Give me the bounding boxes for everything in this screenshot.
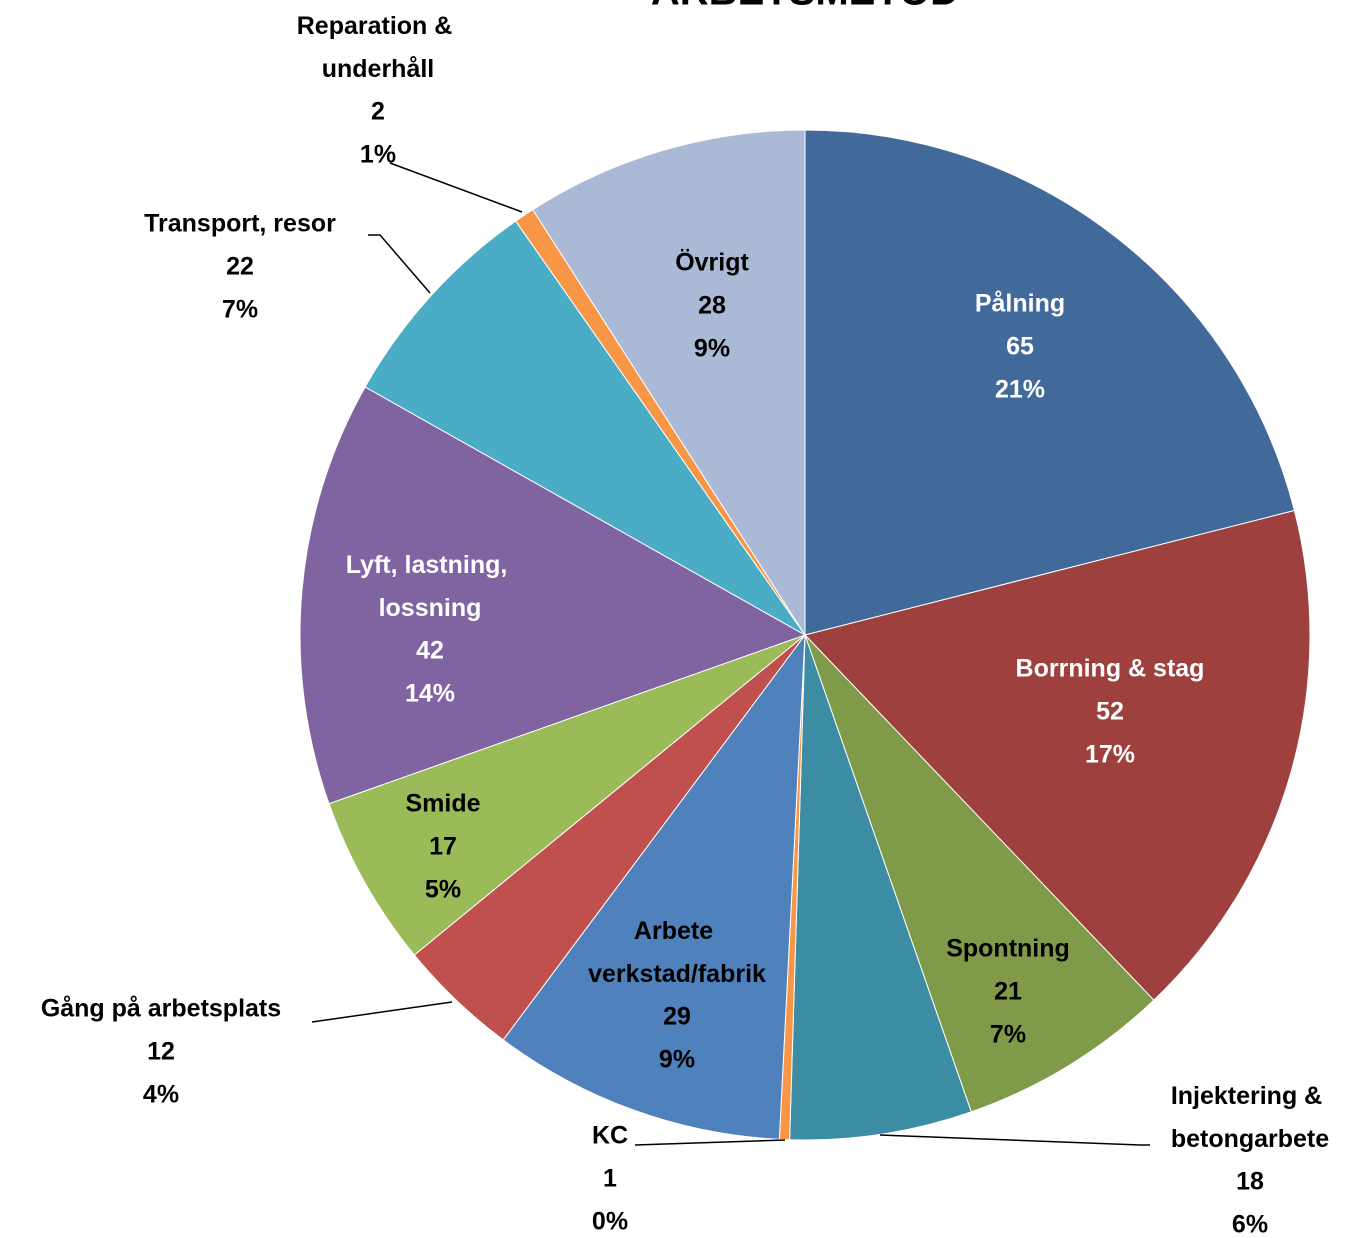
- slice-name: Arbete verkstad/fabrik: [588, 917, 766, 988]
- slice-percent: 17%: [1085, 741, 1135, 769]
- pie-slice: [804, 634, 1155, 1113]
- slice-name: Pålning: [975, 290, 1065, 318]
- slice-percent: 7%: [222, 296, 258, 324]
- slice-name: Övrigt: [675, 248, 749, 277]
- slice-percent: 21%: [995, 376, 1045, 404]
- pie-slice: [532, 129, 806, 637]
- slice-percent: 14%: [405, 680, 455, 708]
- slice-value: 29: [663, 1003, 691, 1031]
- slice-percent: 6%: [1232, 1211, 1268, 1238]
- pie-slice: [299, 386, 807, 805]
- pie-slice: [804, 129, 1296, 636]
- pie-slice: [502, 633, 806, 1140]
- pie: [299, 129, 1311, 1141]
- slice-value: 65: [1006, 333, 1034, 361]
- pie-slice: [328, 634, 806, 956]
- slice-value: 42: [416, 637, 444, 665]
- pie-slice: [804, 509, 1311, 1001]
- slice-name: KC: [592, 1122, 628, 1150]
- slice-percent: 9%: [659, 1046, 695, 1074]
- slice-value: 12: [147, 1038, 175, 1066]
- slice-name: Transport, resor: [144, 210, 336, 238]
- slice-name: Smide: [405, 790, 480, 818]
- slice-percent: 5%: [425, 876, 461, 904]
- pie-slice: [364, 220, 806, 636]
- leader-line: [634, 1139, 786, 1146]
- slice-name: Borrning & stag: [1016, 655, 1205, 683]
- pie-slice: [789, 634, 972, 1141]
- slice-name: Injektering & betongarbete: [1171, 1082, 1329, 1153]
- leader-line: [389, 162, 523, 213]
- slice-value: 28: [698, 292, 726, 320]
- slice-name: Reparation & underhåll: [297, 12, 460, 83]
- slice-value: 21: [994, 978, 1022, 1006]
- leader-line: [311, 1001, 453, 1023]
- slice-value: 52: [1096, 698, 1124, 726]
- slice-percent: 9%: [694, 335, 730, 363]
- slice-value: 1: [603, 1165, 617, 1193]
- slice-percent: 7%: [990, 1021, 1026, 1049]
- slice-percent: 0%: [592, 1208, 628, 1236]
- slice-name: Lyft, lastning, lossning: [346, 551, 515, 622]
- slice-percent: 1%: [360, 141, 396, 169]
- slice-value: 22: [226, 253, 254, 281]
- slice-name: Spontning: [946, 935, 1070, 963]
- slice-value: 2: [371, 98, 385, 126]
- leader-line: [879, 1134, 1150, 1146]
- slice-name: Gång på arbetsplats: [41, 995, 281, 1023]
- slice-value: 17: [429, 833, 457, 861]
- slice-value: 18: [1236, 1168, 1264, 1196]
- slice-percent: 4%: [143, 1081, 179, 1109]
- chart-title: ARBETSMETOD: [651, 0, 959, 14]
- leader-line: [368, 234, 431, 294]
